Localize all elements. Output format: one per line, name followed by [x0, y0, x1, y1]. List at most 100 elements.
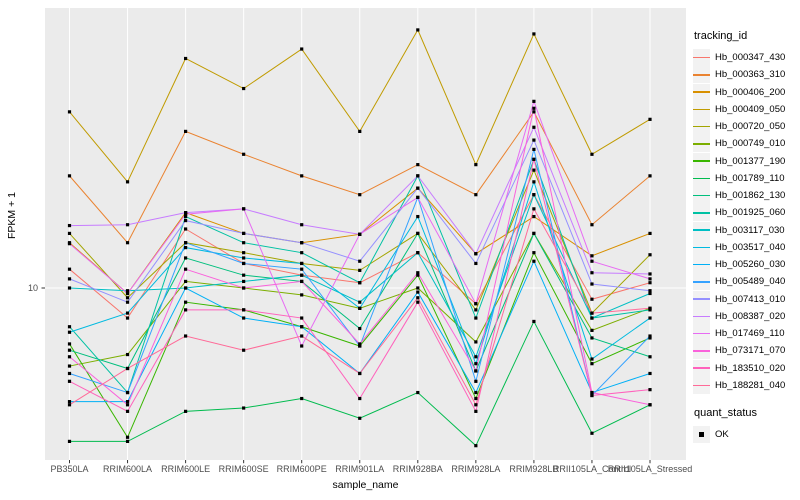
point-marker — [125, 241, 130, 245]
legend-item: Hb_003117_030 — [693, 221, 799, 239]
point-marker — [242, 207, 246, 211]
point-marker — [300, 241, 304, 245]
x-tick-label: RRIM600LA — [103, 464, 152, 474]
point-marker — [358, 281, 362, 285]
point-marker — [300, 279, 304, 284]
point-marker — [648, 334, 652, 338]
point-marker — [184, 409, 188, 413]
legend-key-box — [693, 273, 710, 291]
point-marker — [125, 180, 130, 184]
point-marker — [125, 439, 130, 444]
x-tick-label: RRII105LA_Control — [553, 464, 631, 474]
legend-item-label: Hb_000363_310 — [715, 69, 786, 81]
point-marker — [125, 435, 130, 439]
legend-key-line — [693, 212, 710, 214]
point-marker — [474, 444, 478, 448]
point-marker — [242, 348, 246, 352]
point-marker — [184, 256, 188, 260]
legend-key-line — [693, 108, 710, 111]
point-marker — [242, 279, 246, 284]
legend-item: Hb_073171_070 — [693, 342, 799, 360]
point-marker — [648, 371, 652, 376]
point-marker — [184, 245, 188, 250]
point-marker — [67, 400, 72, 404]
x-tick-label: RRIM600LE — [161, 464, 210, 474]
point-marker — [67, 325, 72, 329]
legend-item: Hb_188281_040 — [693, 376, 799, 394]
legend-item: Hb_000720_050 — [693, 118, 799, 136]
point-marker — [474, 409, 478, 413]
legend-key-box — [693, 169, 710, 187]
point-marker — [416, 300, 420, 304]
legend-item: Hb_183510_020 — [693, 359, 799, 377]
legend-key-box — [693, 325, 710, 343]
point-marker — [184, 300, 188, 304]
point-marker — [532, 138, 536, 142]
point-marker — [242, 256, 246, 260]
point-marker — [590, 282, 594, 286]
point-marker — [125, 316, 130, 320]
point-marker — [590, 259, 594, 263]
point-marker — [125, 291, 130, 296]
y-axis-title: FPKM + 1 — [6, 192, 18, 239]
point-marker — [300, 273, 304, 277]
point-marker — [532, 214, 536, 219]
legend-title-quant-status: quant_status — [694, 407, 757, 419]
point-marker — [242, 308, 246, 312]
point-marker — [532, 110, 536, 114]
point-marker — [648, 231, 652, 236]
point-marker — [242, 286, 246, 290]
point-marker — [358, 416, 362, 420]
legend-key-line — [693, 332, 710, 335]
point-marker — [67, 439, 72, 444]
point-marker — [416, 28, 420, 32]
legend-item-label: Hb_007413_010 — [715, 293, 786, 305]
legend-item: Hb_003517_040 — [693, 238, 799, 256]
point-marker — [416, 290, 420, 294]
legend-key-line — [693, 281, 710, 283]
legend-key-box — [693, 238, 710, 256]
point-marker — [648, 174, 652, 178]
point-marker — [242, 406, 246, 410]
point-marker — [67, 364, 72, 368]
point-marker — [590, 336, 594, 340]
point-marker — [648, 355, 652, 359]
point-marker — [590, 362, 594, 366]
legend-item: Hb_000409_050 — [693, 100, 799, 118]
point-marker — [125, 366, 130, 371]
point-marker — [474, 369, 478, 373]
point-marker — [67, 277, 72, 281]
legend-item-label: Hb_000406_200 — [715, 86, 786, 98]
point-marker — [358, 129, 362, 134]
legend-item-label: Hb_000749_010 — [715, 138, 786, 150]
legend-key-line — [693, 384, 710, 387]
legend-key-line — [693, 160, 710, 162]
point-marker — [184, 227, 188, 231]
point-marker — [125, 296, 130, 300]
point-marker — [300, 223, 304, 227]
legend-item: Hb_001789_110 — [693, 169, 799, 187]
legend-key-box — [693, 426, 710, 444]
legend-item: Hb_005489_040 — [693, 273, 799, 291]
legend-key-box — [693, 187, 710, 205]
point-marker — [184, 279, 188, 284]
legend-item-label: Hb_001925_060 — [715, 207, 786, 219]
point-marker — [590, 271, 594, 275]
point-marker — [125, 289, 130, 293]
legend-item: Hb_001862_130 — [693, 187, 799, 205]
point-marker — [242, 316, 246, 320]
legend-key-line — [693, 177, 710, 180]
point-marker — [358, 306, 362, 310]
point-marker — [648, 281, 652, 285]
point-marker — [532, 99, 536, 103]
point-marker — [358, 300, 362, 304]
point-marker — [416, 174, 420, 178]
point-marker — [358, 232, 362, 236]
point-marker — [67, 231, 72, 236]
point-marker — [416, 273, 420, 277]
panel-background — [45, 8, 686, 460]
point-marker — [184, 267, 188, 271]
legend-key-line — [693, 91, 710, 93]
legend-item-label: Hb_001789_110 — [715, 172, 785, 184]
point-marker — [648, 117, 652, 121]
